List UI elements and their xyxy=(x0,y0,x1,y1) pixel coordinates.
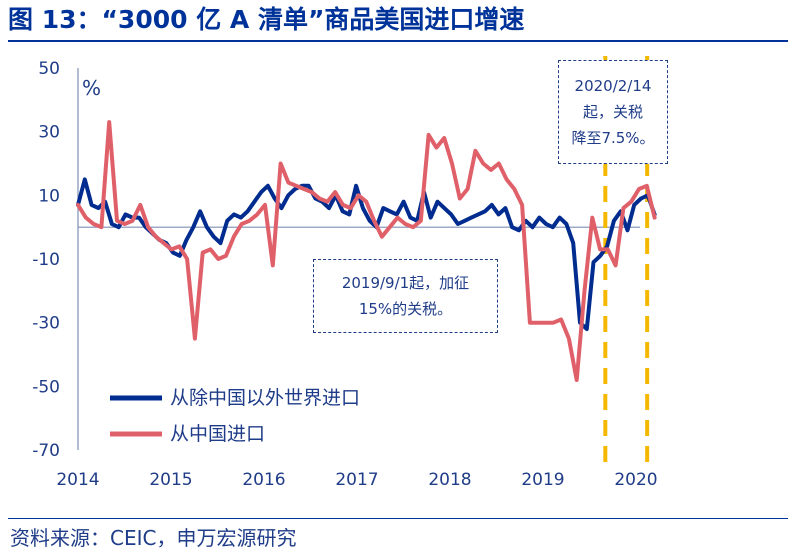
y-tick-label: 50 xyxy=(38,59,60,79)
y-tick-label: 10 xyxy=(38,186,60,206)
x-tick-label: 2017 xyxy=(335,470,378,490)
x-tick-label: 2020 xyxy=(614,470,657,490)
title-divider xyxy=(8,40,788,42)
legend-rest-of-world-label: 从除中国以外世界进口 xyxy=(170,387,360,409)
y-tick-label: -50 xyxy=(32,377,60,397)
x-tick-label: 2018 xyxy=(428,470,471,490)
y-tick-label: -30 xyxy=(32,314,60,334)
x-tick-label: 2019 xyxy=(521,470,564,490)
legend-china-label: 从中国进口 xyxy=(170,423,265,445)
y-unit-label: % xyxy=(82,76,101,100)
y-tick-label: 30 xyxy=(38,123,60,143)
series-rest-of-world-line xyxy=(76,177,657,331)
series-china-line xyxy=(76,120,657,382)
source-divider xyxy=(8,518,788,519)
annotation-tariff-cut: 2020/2/14 起，关税 降至7.5%。 xyxy=(558,60,668,164)
y-tick-label: -70 xyxy=(32,441,60,461)
figure-title: 图 13：“3000 亿 A 清单”商品美国进口增速 xyxy=(8,5,525,34)
annotation-tariff-raise: 2019/9/1起，加征 15%的关税。 xyxy=(313,259,498,333)
x-tick-label: 2016 xyxy=(242,470,285,490)
y-tick-label: -10 xyxy=(32,250,60,270)
x-tick-label: 2014 xyxy=(56,470,99,490)
x-tick-label: 2015 xyxy=(149,470,192,490)
source-note: 资料来源：CEIC，申万宏源研究 xyxy=(10,526,297,550)
